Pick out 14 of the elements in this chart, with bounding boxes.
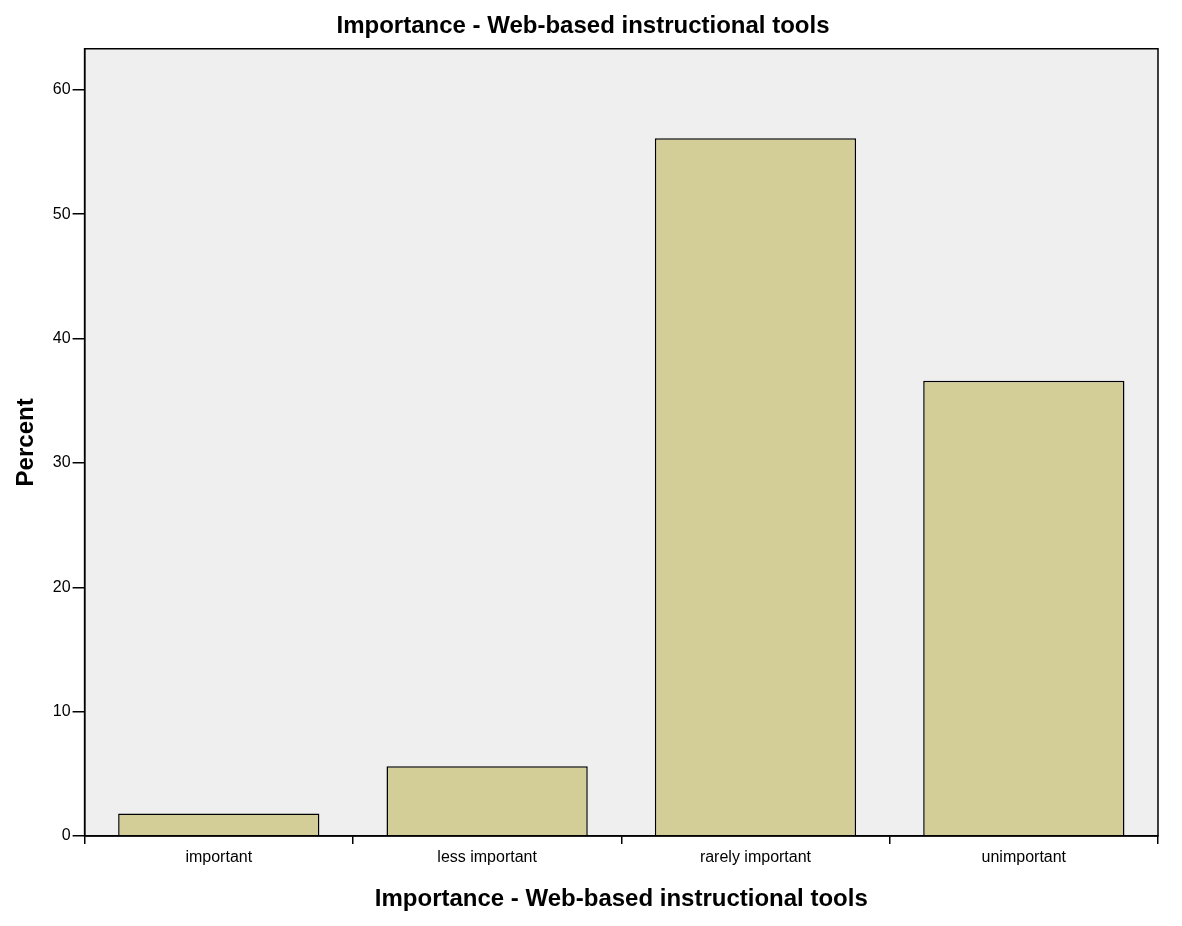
- x-tick-label: rarely important: [699, 848, 812, 866]
- y-axis-title: Percent: [11, 398, 39, 487]
- x-tick-label: important: [185, 848, 253, 866]
- y-tick-label: 50: [52, 204, 71, 222]
- chart-title: Importance - Web-based instructional tools: [336, 11, 830, 39]
- x-tick-label: less important: [437, 848, 538, 866]
- y-tick-label: 0: [61, 826, 71, 844]
- y-tick-label: 20: [52, 577, 71, 595]
- y-tick-label: 60: [52, 80, 71, 98]
- y-tick-label: 40: [52, 328, 71, 346]
- x-axis-title: Importance - Web-based instructional tools: [374, 884, 868, 912]
- x-tick-label: unimportant: [981, 848, 1067, 866]
- y-tick-label: 10: [52, 702, 71, 720]
- y-tick-label: 30: [52, 453, 71, 471]
